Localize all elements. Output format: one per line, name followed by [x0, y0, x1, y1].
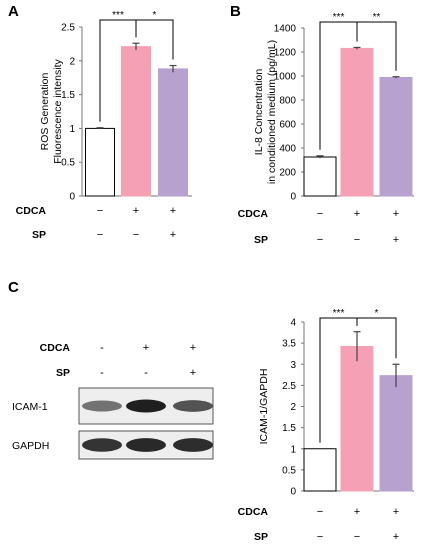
bar-b-2: [340, 47, 374, 197]
treatment-label-a: SP: [32, 229, 46, 241]
y-tick-label-b: 600: [279, 120, 296, 131]
significance-bracket-b: [356, 21, 397, 71]
treatment-label-c: CDCA: [238, 506, 269, 518]
blot-band: [82, 438, 122, 452]
y-axis-label-a: Fluorescence intensity: [52, 59, 64, 164]
panel-label-a: A: [8, 3, 19, 20]
y-tick-label-a: 0.5: [61, 158, 75, 169]
treatment-mark-a: −: [97, 205, 103, 217]
treatment-mark-a: −: [133, 229, 139, 241]
bar-c-3: [379, 375, 413, 492]
y-tick-label-c: 3.5: [282, 339, 296, 350]
y-tick-label-b: 800: [279, 96, 296, 107]
bar-a-2: [121, 46, 151, 197]
treatment-mark-c: −: [354, 531, 360, 543]
significance-label-a: ***: [112, 10, 124, 21]
y-tick-label-a: 1: [69, 124, 75, 135]
y-tick-label-c: 3: [290, 360, 296, 371]
y-tick-label-b: 0: [290, 192, 296, 203]
blot-treatment-mark: +: [143, 342, 149, 354]
blot-band: [173, 438, 213, 452]
y-tick-label-c: 2: [290, 402, 296, 413]
bar-a-3: [158, 68, 188, 197]
y-tick-label-b: 1400: [274, 24, 297, 35]
blot-row-label: ICAM-1: [12, 401, 48, 413]
bar-c-2: [340, 346, 374, 492]
y-tick-label-b: 1200: [274, 48, 297, 59]
blot-treatment-mark: -: [144, 367, 148, 379]
blot-band: [126, 438, 166, 452]
treatment-label-b: SP: [254, 234, 268, 246]
treatment-mark-b: +: [393, 234, 399, 246]
y-tick-label-c: 0: [290, 487, 296, 498]
treatment-mark-b: +: [393, 208, 399, 220]
treatment-mark-c: +: [393, 531, 399, 543]
blot-treatment-mark: -: [100, 367, 104, 379]
treatment-mark-c: −: [317, 531, 323, 543]
y-tick-label-c: 1: [290, 444, 296, 455]
treatment-mark-b: −: [354, 234, 360, 246]
y-tick-label-c: 1.5: [282, 423, 296, 434]
bar-c-1: [303, 448, 337, 492]
y-tick-label-a: 0: [69, 192, 75, 203]
treatment-mark-a: −: [97, 229, 103, 241]
panel-label-c: C: [8, 279, 19, 296]
treatment-mark-a: +: [170, 229, 176, 241]
y-axis-label-b: IL-8 Concentration: [253, 69, 265, 156]
treatment-mark-c: +: [354, 506, 360, 518]
treatment-mark-a: +: [170, 205, 176, 217]
treatment-mark-c: +: [393, 506, 399, 518]
significance-label-c: ***: [333, 308, 345, 319]
y-axis-label-b: in conditioned medium (pg/mL): [266, 40, 278, 184]
significance-label-b: ***: [333, 12, 345, 23]
significance-bracket-c: [356, 317, 397, 359]
blot-band: [126, 399, 166, 413]
significance-bracket-a: [135, 19, 174, 60]
y-tick-label-a: 2: [69, 56, 75, 67]
blot-treatment-label: SP: [56, 367, 70, 379]
significance-label-c: *: [375, 308, 379, 319]
y-tick-label-b: 200: [279, 168, 296, 179]
y-axis-label-a: ROS Generation: [39, 73, 51, 151]
panel-label-b: B: [230, 3, 241, 20]
treatment-mark-c: −: [317, 506, 323, 518]
bar-b-3: [379, 76, 413, 197]
y-tick-label-a: 2.5: [61, 23, 75, 34]
y-tick-label-b: 400: [279, 144, 296, 155]
blot-row-label: GAPDH: [12, 440, 49, 452]
treatment-mark-b: −: [317, 234, 323, 246]
treatment-label-c: SP: [254, 531, 268, 543]
significance-label-b: **: [373, 12, 381, 23]
blot-treatment-mark: +: [190, 367, 196, 379]
bar-b-1: [303, 156, 337, 197]
y-tick-label-c: 0.5: [282, 465, 296, 476]
y-tick-label-b: 1000: [274, 72, 297, 83]
y-tick-label-a: 1.5: [61, 90, 75, 101]
significance-label-a: *: [153, 10, 157, 21]
treatment-mark-b: −: [317, 208, 323, 220]
treatment-label-a: CDCA: [16, 205, 47, 217]
y-tick-label-c: 4: [290, 318, 296, 329]
treatment-mark-b: +: [354, 208, 360, 220]
blot-treatment-mark: -: [100, 342, 104, 354]
blot-band: [82, 400, 122, 412]
blot-band: [173, 400, 213, 412]
y-axis-label-c: ICAM-1/GAPDH: [258, 369, 270, 445]
blot-treatment-mark: +: [190, 342, 196, 354]
y-tick-label-c: 2.5: [282, 381, 296, 392]
bar-a-1: [85, 127, 115, 197]
blot-treatment-label: CDCA: [40, 342, 71, 354]
treatment-mark-a: +: [133, 205, 139, 217]
treatment-label-b: CDCA: [238, 208, 269, 220]
